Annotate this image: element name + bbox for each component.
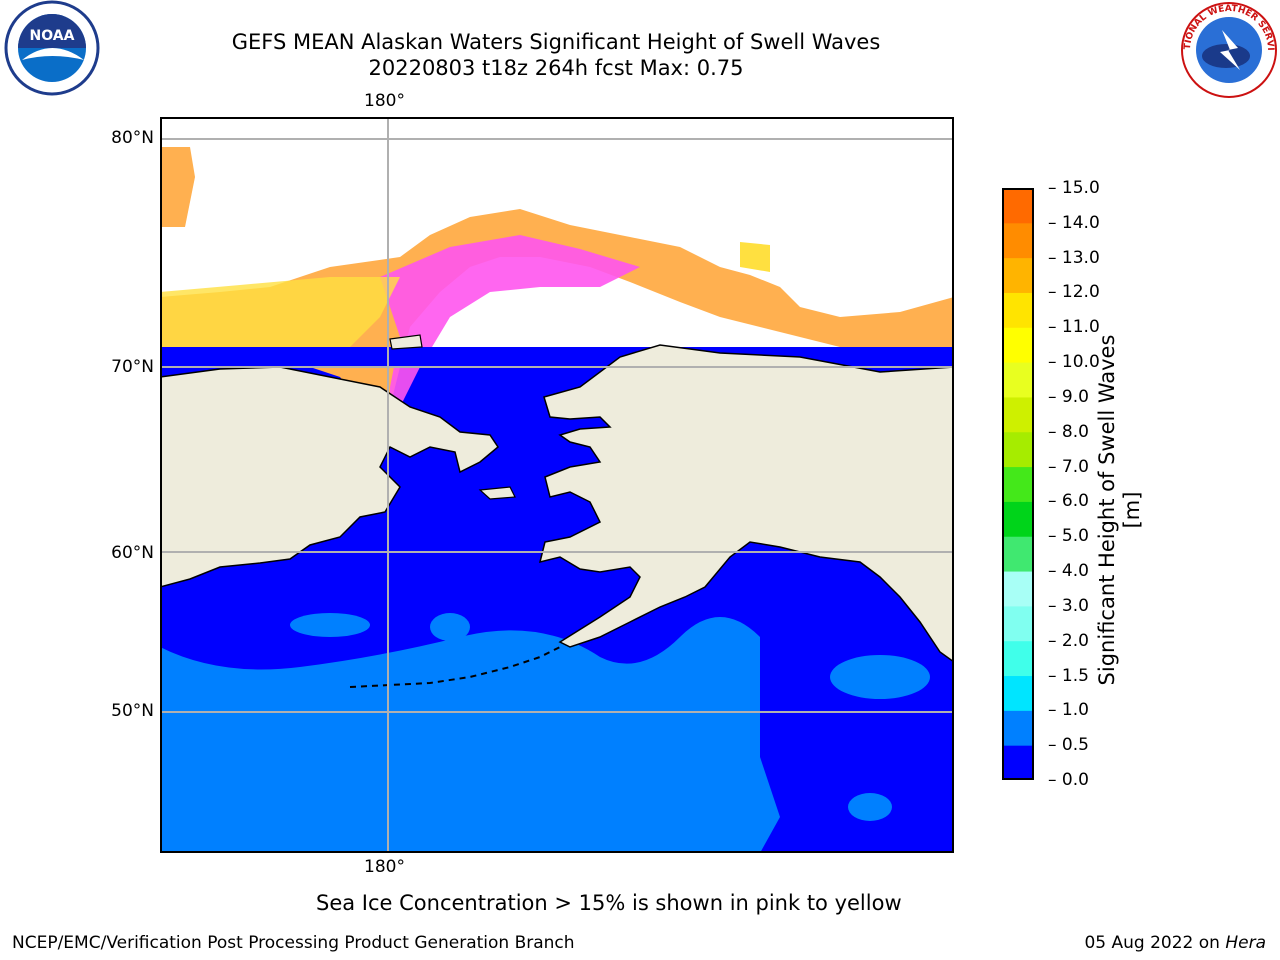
colorbar-segment <box>1002 501 1034 537</box>
sea-ice-band <box>160 209 954 427</box>
lat-label-50: 50°N <box>111 701 154 721</box>
lon-label-top: 180° <box>364 91 405 111</box>
lat-label-70: 70°N <box>111 357 154 377</box>
lat-label-80: 80°N <box>111 128 154 148</box>
colorbar-tick-label: – 1.0 <box>1048 700 1089 721</box>
colorbar-segment <box>1002 745 1034 780</box>
colorbar-tick-label: – 1.5 <box>1048 665 1089 686</box>
date-value: 05 Aug 2022 on <box>1084 933 1226 953</box>
colorbar-segment <box>1002 396 1034 433</box>
graticule <box>160 117 954 853</box>
colorbar-tick-label: – 10.0 <box>1048 352 1100 373</box>
colorbar-segment <box>1002 640 1034 677</box>
colorbar-segment <box>1002 536 1034 572</box>
colorbar-tick-label: – 12.0 <box>1048 282 1100 303</box>
colorbar-segment <box>1002 362 1034 398</box>
colorbar-tick-label: – 7.0 <box>1048 456 1089 477</box>
chart-subtitle: 20220803 t18z 264h fcst Max: 0.75 <box>368 56 744 80</box>
colorbar-segment <box>1002 222 1034 259</box>
swell-band-east <box>640 677 780 853</box>
colorbar-segment <box>1002 675 1034 711</box>
map-plot <box>160 117 954 853</box>
colorbar-segment <box>1002 710 1034 746</box>
colorbar-tick-label: – 5.0 <box>1048 526 1089 547</box>
colorbar-tick-label: – 4.0 <box>1048 561 1089 582</box>
colorbar-segment <box>1002 431 1034 468</box>
colorbar-tick-label: – 13.0 <box>1048 247 1100 268</box>
nws-logo: NATIONAL WEATHER SERVICE <box>1178 0 1277 98</box>
colorbar-tick-label: – 2.0 <box>1048 630 1089 651</box>
credit-text: NCEP/EMC/Verification Post Processing Pr… <box>12 933 575 953</box>
colorbar-tick-label: – 15.0 <box>1048 178 1100 198</box>
colorbar-tick-label: – 6.0 <box>1048 491 1089 512</box>
svg-text:NOAA: NOAA <box>30 28 75 44</box>
noaa-logo: NOAA <box>4 0 100 96</box>
chart-title: GEFS MEAN Alaskan Waters Significant Hei… <box>231 30 881 54</box>
lon-label-bottom: 180° <box>364 857 405 877</box>
colorbar-segment <box>1002 257 1034 293</box>
date-text: 05 Aug 2022 on Hera <box>1084 933 1266 953</box>
colorbar-segment <box>1002 571 1034 607</box>
land-alaska <box>538 344 954 663</box>
colorbar-tick-label: – 3.0 <box>1048 595 1089 616</box>
colorbar-border <box>1002 188 1034 780</box>
colorbar-tick-label: – 11.0 <box>1048 317 1100 338</box>
colorbar-segment <box>1002 605 1034 642</box>
sea-ice-note: Sea Ice Concentration > 15% is shown in … <box>316 891 902 915</box>
lat-label-60: 60°N <box>111 543 154 563</box>
colorbar-segment <box>1002 188 1034 224</box>
land-chukotka <box>160 366 499 588</box>
colorbar-tick-label: – 0.5 <box>1048 735 1089 756</box>
colorbar-segment <box>1002 327 1034 363</box>
colorbar-tick-label: – 8.0 <box>1048 421 1089 442</box>
colorbar-segment <box>1002 292 1034 328</box>
colorbar-tick-label: – 14.0 <box>1048 212 1100 233</box>
colorbar-tick-label: – 0.0 <box>1048 770 1089 790</box>
host-name: Hera <box>1225 933 1266 953</box>
swell-band-mid <box>160 617 760 853</box>
colorbar-segment <box>1002 466 1034 502</box>
colorbar <box>1002 188 1034 780</box>
colorbar-title: Significant Height of Swell Waves [m] <box>1095 334 1144 686</box>
colorbar-tick-label: – 9.0 <box>1048 386 1089 407</box>
